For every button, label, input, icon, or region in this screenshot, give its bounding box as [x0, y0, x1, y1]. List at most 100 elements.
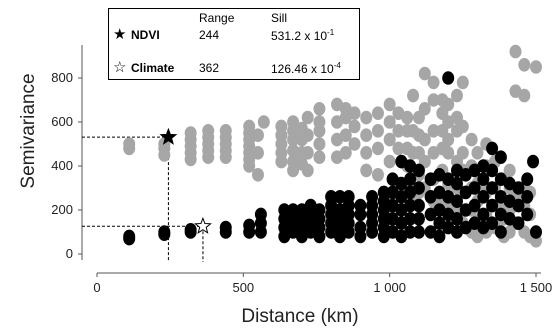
data-point — [433, 229, 446, 244]
data-point — [521, 172, 534, 186]
data-point — [339, 128, 352, 142]
data-point — [412, 212, 425, 226]
data-point — [521, 207, 534, 222]
data-point — [486, 141, 499, 156]
data-point — [530, 60, 542, 74]
data-point — [360, 163, 373, 178]
data-point — [342, 190, 355, 204]
data-point — [251, 146, 264, 160]
data-point — [354, 198, 367, 213]
data-point — [275, 119, 288, 134]
data-point — [442, 132, 455, 147]
data-point — [512, 181, 525, 195]
data-point — [371, 124, 384, 138]
data-point — [450, 88, 463, 103]
data-point — [412, 198, 425, 213]
legend-range-ndvi: 244 — [199, 28, 220, 42]
legend-label-climate: Climate — [131, 61, 175, 75]
y-tick-label: 200 — [51, 202, 73, 217]
data-point — [366, 190, 379, 204]
data-point — [392, 141, 405, 156]
data-point — [407, 88, 420, 103]
data-point — [202, 124, 215, 138]
data-point — [219, 124, 232, 138]
data-point — [254, 207, 267, 222]
data-point — [313, 115, 326, 129]
data-point — [348, 137, 361, 151]
data-point — [456, 75, 469, 90]
data-point — [456, 119, 469, 134]
data-point — [486, 216, 499, 230]
data-point — [412, 225, 425, 239]
data-point — [383, 97, 396, 112]
data-point — [313, 137, 326, 151]
data-point — [219, 220, 232, 235]
data-point — [123, 137, 136, 151]
data-point — [313, 102, 326, 116]
data-point — [313, 203, 326, 217]
x-tick-label: 500 — [232, 280, 254, 295]
data-point — [468, 181, 481, 195]
data-point — [184, 223, 197, 237]
data-point — [468, 198, 481, 213]
data-point — [486, 198, 499, 213]
data-point — [512, 198, 525, 213]
data-point — [251, 168, 264, 182]
data-point — [371, 106, 384, 120]
legend-sill-ndvi: 531.2 x 10-1 — [271, 28, 335, 43]
data-point — [456, 146, 469, 160]
data-point — [383, 115, 396, 129]
data-point — [123, 229, 136, 244]
data-point — [243, 218, 256, 233]
data-point — [339, 146, 352, 160]
x-tick-label: 0 — [93, 280, 100, 295]
data-point — [404, 198, 417, 213]
legend-label-ndvi: NDVI — [131, 28, 160, 42]
data-point — [412, 181, 425, 195]
data-point — [477, 172, 490, 186]
data-point — [427, 93, 440, 107]
data-point — [486, 163, 499, 178]
data-point — [354, 220, 367, 235]
x-tick-label: 1 000 — [373, 280, 406, 295]
x-axis-title: Distance (km) — [241, 306, 359, 327]
data-point — [257, 115, 270, 129]
data-point — [287, 203, 300, 217]
data-point — [360, 128, 373, 142]
data-point — [471, 146, 484, 160]
y-tick-label: 400 — [51, 158, 73, 173]
y-tick-label: 600 — [51, 114, 73, 129]
data-point — [494, 150, 507, 164]
data-point — [158, 225, 171, 239]
data-point — [530, 225, 542, 239]
data-point — [512, 216, 525, 230]
data-point — [301, 163, 314, 178]
data-point — [287, 115, 300, 129]
data-point — [325, 190, 338, 204]
data-point — [383, 154, 396, 169]
data-point — [450, 194, 463, 208]
data-point — [371, 141, 384, 156]
data-point — [518, 58, 531, 72]
data-point — [404, 172, 417, 186]
data-point — [494, 225, 507, 239]
legend-header-sill: Sill — [271, 11, 288, 25]
data-point — [486, 181, 499, 195]
data-point — [404, 225, 417, 239]
data-point — [412, 163, 425, 178]
legend: Range Sill ★ NDVI 244 531.2 x 10-1 ☆ Cli… — [108, 8, 360, 80]
data-point — [521, 190, 534, 204]
data-point — [301, 128, 314, 142]
data-point — [503, 163, 516, 178]
data-point — [348, 119, 361, 134]
data-point — [418, 102, 431, 116]
data-point — [427, 75, 440, 90]
ndvi-star-marker — [159, 127, 178, 145]
open-star-icon: ☆ — [113, 59, 127, 76]
data-point — [477, 190, 490, 204]
data-point — [377, 185, 390, 200]
data-point — [301, 110, 314, 125]
data-point — [313, 150, 326, 164]
data-point — [518, 88, 531, 103]
data-point — [243, 119, 256, 134]
